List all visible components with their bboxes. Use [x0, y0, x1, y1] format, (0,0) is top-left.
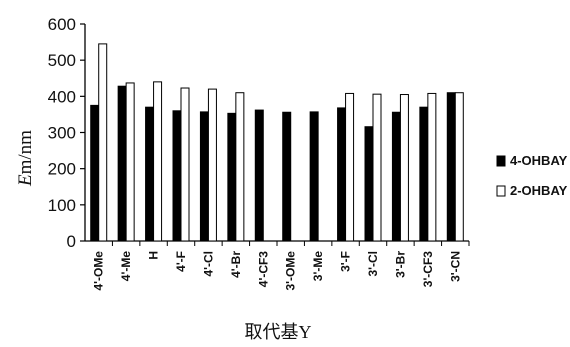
y-tick-label: 500	[48, 51, 76, 70]
bar-4-ohbay-0	[90, 104, 100, 242]
x-tick-label: 3'-Me	[311, 251, 325, 282]
x-tick-label: 4'-F	[174, 251, 188, 272]
y-axis-label: Em/nm	[15, 130, 36, 187]
bar-2-ohbay-3	[180, 87, 190, 242]
bars	[90, 43, 464, 242]
x-tick-labels: 4'-OMe 4'-Me H 4'-F 4'-Cl 4'-Br 4'-CF3 3'-OMe 3'…	[92, 241, 470, 291]
bar-4-ohbay-2	[145, 106, 155, 242]
bar-4-ohbay-5	[227, 112, 237, 242]
x-tick-label: 4'-CF3	[256, 251, 270, 288]
bar-2-ohbay-13	[454, 92, 464, 242]
bar-2-ohbay-11	[399, 94, 409, 242]
x-axis-title: 取代基Y	[245, 322, 312, 342]
bar-4-ohbay-6	[254, 109, 264, 242]
bar-2-ohbay-0	[98, 43, 108, 242]
x-tick-label: 4'-OMe	[92, 251, 106, 291]
y-tick-label: 200	[48, 160, 76, 179]
bar-2-ohbay-1	[125, 82, 135, 242]
y-axis-title-unit: m/nm	[15, 130, 36, 175]
y-axis-title-symbol: E	[15, 174, 36, 187]
bar-4-ohbay-12	[419, 106, 429, 242]
bar-2-ohbay-4	[207, 88, 217, 242]
bar-4-ohbay-13	[446, 92, 456, 242]
legend: 4-OHBAY 2-OHBAY	[496, 153, 568, 198]
bar-4-ohbay-11	[391, 111, 401, 242]
legend-label-2-ohbay: 2-OHBAY	[510, 183, 568, 198]
x-tick-label: 4'-Me	[119, 251, 133, 282]
bar-4-ohbay-9	[337, 107, 347, 242]
x-tick-label: 4'-Cl	[201, 251, 215, 277]
x-tick-label: 4'-Br	[229, 251, 243, 278]
bar-4-ohbay-4	[199, 111, 209, 242]
x-tick-label: 3'-OMe	[284, 251, 298, 291]
bar-2-ohbay-12	[427, 92, 437, 242]
legend-swatch-4-ohbay	[496, 155, 506, 167]
bar-4-ohbay-7	[282, 111, 292, 242]
x-tick-label: 3'-Br	[393, 251, 407, 278]
x-tick-label: 3'-CF3	[421, 251, 435, 288]
bar-4-ohbay-3	[172, 110, 182, 242]
x-tick-label: 3'-Cl	[366, 251, 380, 277]
y-tick-labels: 0 100 200 300 400 500 600	[48, 15, 85, 251]
y-tick-label: 0	[67, 232, 76, 251]
bar-2-ohbay-2	[153, 81, 163, 242]
bar-4-ohbay-8	[309, 111, 319, 242]
legend-label-4-ohbay: 4-OHBAY	[510, 153, 568, 168]
axes	[84, 24, 469, 242]
bar-2-ohbay-9	[345, 92, 355, 242]
bar-4-ohbay-1	[117, 85, 127, 242]
x-tick-label: 3'-CN	[448, 251, 462, 282]
y-tick-label: 100	[48, 196, 76, 215]
y-axis-title: Em/nm	[15, 130, 36, 187]
y-tick-label: 600	[48, 15, 76, 34]
bar-2-ohbay-10	[372, 93, 382, 242]
x-axis-label: 取代基Y	[245, 322, 312, 342]
y-tick-label: 400	[48, 87, 76, 106]
bar-2-ohbay-5	[235, 92, 245, 242]
bar-4-ohbay-10	[364, 126, 374, 242]
x-tick-label: 3'-F	[339, 251, 353, 272]
y-tick-label: 300	[48, 124, 76, 143]
x-tick-label: H	[147, 251, 161, 260]
legend-swatch-2-ohbay	[496, 185, 506, 197]
